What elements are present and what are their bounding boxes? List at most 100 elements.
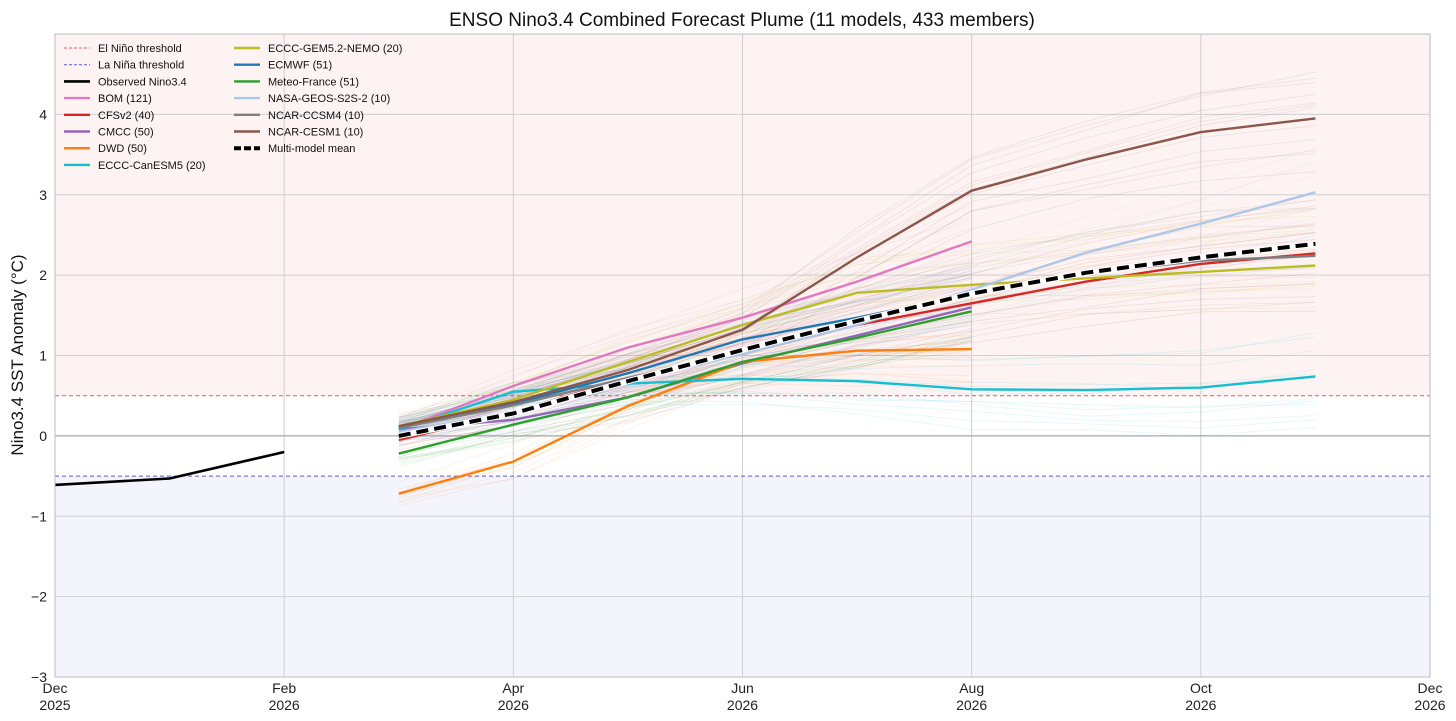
ensemble-member-line xyxy=(398,218,972,424)
ensemble-member-line xyxy=(398,336,1316,420)
ensemble-member-line xyxy=(398,77,1316,418)
legend-label: NCAR-CCSM4 (10) xyxy=(268,110,364,122)
y-tick-label: 1 xyxy=(39,348,47,364)
x-tick-year-label: 2026 xyxy=(1185,697,1216,713)
observed-nino34-line xyxy=(54,450,285,487)
ensemble-member-line xyxy=(398,245,1316,443)
y-tick-label: 4 xyxy=(39,106,47,122)
x-tick-year-label: 2026 xyxy=(727,697,758,713)
y-tick-label: 0 xyxy=(39,428,47,444)
y-tick-label: −2 xyxy=(31,589,47,605)
series-line-eccc-gem5-2-nemo xyxy=(398,264,1316,428)
legend-label: ECCC-CanESM5 (20) xyxy=(98,160,206,172)
ensemble-member-line xyxy=(398,248,972,433)
series-line-meteo-france xyxy=(398,310,972,455)
ensemble-member-line xyxy=(398,337,972,441)
y-tick-label: −3 xyxy=(31,669,47,685)
y-tick-label: 2 xyxy=(39,267,47,283)
series-line-bom xyxy=(398,240,973,431)
series-line-eccc-canesm5 xyxy=(398,375,1316,431)
ensemble-member-line xyxy=(398,341,972,439)
legend-label: DWD (50) xyxy=(98,143,147,155)
ensemble-member-line xyxy=(398,207,1316,423)
legend-label: ECMWF (51) xyxy=(268,60,332,72)
ensemble-member-line xyxy=(398,373,972,504)
ensemble-member-line xyxy=(398,304,972,430)
ensemble-member-line xyxy=(398,339,972,466)
ensemble-member-line xyxy=(398,260,972,432)
x-tick-year-label: 2026 xyxy=(498,697,529,713)
ensemble-member-line xyxy=(398,331,972,459)
legend-label: Meteo-France (51) xyxy=(268,76,359,88)
ensemble-member-plume xyxy=(398,71,1316,506)
ensemble-member-line xyxy=(398,175,1316,432)
x-tick-label: Dec xyxy=(43,680,68,696)
ensemble-member-line xyxy=(398,205,1316,436)
legend-label: El Niño threshold xyxy=(98,43,182,55)
ensemble-member-line xyxy=(398,267,972,424)
ensemble-member-line xyxy=(398,321,972,458)
ensemble-member-line xyxy=(398,336,972,441)
ensemble-member-line xyxy=(398,299,972,429)
ensemble-member-line xyxy=(398,237,1316,436)
x-tick-label: Aug xyxy=(959,680,984,696)
legend-label: BOM (121) xyxy=(98,93,152,105)
y-tick-label: 3 xyxy=(39,187,47,203)
ensemble-member-line xyxy=(398,350,1316,421)
ensemble-member-line xyxy=(398,199,1316,415)
ensemble-member-line xyxy=(398,283,1316,446)
ensemble-member-line xyxy=(398,199,1316,422)
ensemble-member-line xyxy=(398,104,1316,425)
ensemble-member-line xyxy=(398,283,1316,437)
series-line-dwd xyxy=(398,347,972,495)
y-tick-label: −1 xyxy=(31,508,47,524)
legend-label: NASA-GEOS-S2S-2 (10) xyxy=(268,93,390,105)
x-tick-label: Jun xyxy=(731,680,754,696)
ensemble-member-line xyxy=(398,339,972,459)
ensemble-member-line xyxy=(398,351,972,497)
x-tick-label: Dec xyxy=(1418,680,1443,696)
legend-label: La Niña threshold xyxy=(98,60,184,72)
x-tick-year-label: 2026 xyxy=(956,697,987,713)
y-axis-label: Nino3.4 SST Anomaly (°C) xyxy=(8,254,27,455)
x-tick-label: Apr xyxy=(502,680,524,696)
ensemble-member-line xyxy=(398,93,1316,423)
legend-label: Multi-model mean xyxy=(268,143,355,155)
legend-label: CFSv2 (40) xyxy=(98,110,154,122)
ensemble-member-line xyxy=(398,381,972,506)
ensemble-member-line xyxy=(398,216,1316,414)
ensemble-member-line xyxy=(398,335,972,494)
ensemble-member-line xyxy=(398,229,1316,425)
ensemble-member-line xyxy=(398,147,1316,426)
x-tick-year-label: 2026 xyxy=(1414,697,1445,713)
chart-title: ENSO Nino3.4 Combined Forecast Plume (11… xyxy=(449,10,1035,31)
ensemble-member-line xyxy=(398,325,972,441)
ensemble-member-line xyxy=(398,82,1316,422)
legend: El Niño threshold La Niña threshold Observ… xyxy=(64,43,402,172)
ensemble-member-line xyxy=(398,319,972,434)
legend-label: ECCC-GEM5.2-NEMO (20) xyxy=(268,43,402,55)
ensemble-member-line xyxy=(398,207,1316,437)
legend-label: NCAR-CESM1 (10) xyxy=(268,127,363,139)
ensemble-member-line xyxy=(398,372,972,499)
series-line-ncar-cesm1 xyxy=(398,117,1316,428)
plot-frame xyxy=(54,33,1431,678)
ensemble-member-line xyxy=(398,349,972,468)
ensemble-member-line xyxy=(398,334,972,490)
x-tick-label: Oct xyxy=(1190,680,1212,696)
legend-label: CMCC (50) xyxy=(98,127,154,139)
plot-area xyxy=(54,33,1431,678)
legend-label: Observed Nino3.4 xyxy=(98,76,187,88)
ensemble-member-line xyxy=(398,365,972,503)
x-tick-year-label: 2025 xyxy=(39,697,70,713)
ensemble-member-line xyxy=(398,225,1316,418)
ensemble-member-line xyxy=(398,71,1316,418)
ensemble-member-line xyxy=(398,356,972,493)
ensemble-member-line xyxy=(398,171,1316,432)
ensemble-member-line xyxy=(398,332,1316,424)
y-axis-ticks: −3 −2 −1 0 1 2 3 4 xyxy=(31,106,47,685)
ensemble-member-line xyxy=(398,231,1316,419)
ensemble-member-line xyxy=(398,217,1316,438)
x-tick-label: Feb xyxy=(272,680,296,696)
